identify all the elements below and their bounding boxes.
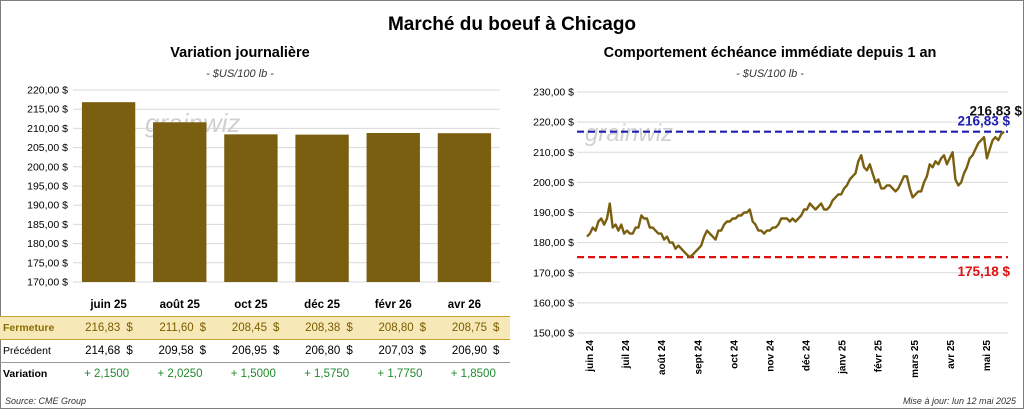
table-cell: 207,03 xyxy=(378,345,414,357)
low-label: 175,18 $ xyxy=(957,264,1010,279)
y-tick-label: 210,00 $ xyxy=(27,123,68,135)
table-cell: + 1,7750 xyxy=(363,362,437,385)
y-tick-label: 220,00 $ xyxy=(27,85,68,97)
page-title: Marché du boeuf à Chicago xyxy=(387,14,637,35)
x-tick-label: déc 25 xyxy=(304,299,340,311)
dollar-sign: $ xyxy=(493,345,500,357)
y-tick-label: 180,00 $ xyxy=(533,237,574,249)
row-label: Fermeture xyxy=(0,316,70,340)
x-tick-label: mars 25 xyxy=(910,340,921,378)
source-note: Source: CME Group xyxy=(5,396,87,406)
update-note: Mise à jour: lun 12 mai 2025 xyxy=(902,396,1016,406)
table-cell: 206,80 xyxy=(305,345,341,357)
table-cell: 208,45 xyxy=(216,316,270,340)
bar xyxy=(366,133,420,282)
daily-bar-chart: 170,00 $ 175,00 $ 180,00 $ 185,00 $ 190,00 $… xyxy=(27,85,500,311)
y-tick-label: 200,00 $ xyxy=(27,161,68,173)
last-price-label: 216,83 $ xyxy=(969,104,1022,119)
y-tick-label: 215,00 $ xyxy=(27,104,68,116)
x-tick-label: déc 24 xyxy=(802,340,813,372)
y-tick-label: 170,00 $ xyxy=(533,267,574,279)
x-tick-label: juin 25 xyxy=(89,299,127,311)
table-cell: 216,83 xyxy=(70,316,124,340)
table-cell: + 2,0250 xyxy=(143,362,217,385)
table-cell: 206,90 xyxy=(451,345,487,357)
table-cell: 209,58 xyxy=(158,345,194,357)
x-tick-label: févr 26 xyxy=(375,299,412,311)
table-cell: + 1,5750 xyxy=(289,362,364,385)
dollar-sign: $ xyxy=(416,316,437,340)
daily-chart-title: Variation journalière xyxy=(170,45,310,61)
bar xyxy=(224,134,278,282)
row-label: Variation xyxy=(0,362,70,385)
x-tick-label: mai 25 xyxy=(982,340,993,372)
table-cell: 214,68 xyxy=(85,345,121,357)
table-cell: + 2,1500 xyxy=(70,362,144,385)
x-tick-label: août 24 xyxy=(657,340,668,375)
y-tick-label: 200,00 $ xyxy=(533,177,574,189)
dollar-sign: $ xyxy=(199,345,207,357)
table-row-precedent: Précédent 214,68 $ 209,58 $ 206,95 $ 206,80… xyxy=(0,340,510,363)
bar xyxy=(295,134,349,282)
y-tick-label: 175,00 $ xyxy=(27,257,68,269)
table-row-fermeture: Fermeture 216,83 $ 211,60 $ 208,45 $ 208,38… xyxy=(0,316,510,340)
y-tick-label: 185,00 $ xyxy=(27,219,68,231)
daily-chart-unit: - $US/100 lb - xyxy=(206,68,274,80)
table-cell: 208,80 xyxy=(363,316,417,340)
y-tick-label: 220,00 $ xyxy=(533,117,574,129)
history-chart-title: Comportement échéance immédiate depuis 1… xyxy=(603,45,937,61)
x-tick-label: août 25 xyxy=(160,299,201,311)
x-tick-label: oct 24 xyxy=(729,340,740,369)
table-cell: 211,60 xyxy=(143,316,197,340)
price-line xyxy=(586,130,1005,259)
y-tick-label: 170,00 $ xyxy=(27,277,68,289)
y-tick-label: 190,00 $ xyxy=(27,200,68,212)
x-tick-label: oct 25 xyxy=(234,299,268,311)
dollar-sign: $ xyxy=(196,316,217,340)
table-cell: 208,75 xyxy=(436,316,490,340)
x-tick-label: sept 24 xyxy=(693,340,704,375)
y-tick-label: 205,00 $ xyxy=(27,142,68,154)
dollar-sign: $ xyxy=(269,316,290,340)
high-label: 216,83 $ xyxy=(957,114,1010,129)
bar xyxy=(153,122,207,282)
x-tick-label: avr 25 xyxy=(946,340,957,369)
bar xyxy=(81,102,136,283)
y-tick-label: 210,00 $ xyxy=(533,147,574,159)
y-tick-label: 195,00 $ xyxy=(27,181,68,193)
x-tick-label: févr 25 xyxy=(874,340,885,373)
x-tick-label: juil 24 xyxy=(621,340,632,370)
table-cell: + 1,5000 xyxy=(216,362,290,385)
dollar-sign: $ xyxy=(419,345,427,357)
dollar-sign: $ xyxy=(123,316,144,340)
settlement-table: Fermeture 216,83 $ 211,60 $ 208,45 $ 208,38… xyxy=(0,316,510,385)
table-cell: 206,95 xyxy=(231,345,267,357)
table-cell: 208,38 xyxy=(289,316,344,340)
dollar-sign: $ xyxy=(490,316,510,340)
table-cell: + 1,8500 xyxy=(436,362,510,385)
x-tick-label: avr 26 xyxy=(448,299,481,311)
dollar-sign: $ xyxy=(346,345,353,357)
table-row-variation: Variation + 2,1500 + 2,0250 + 1,5000 + 1… xyxy=(0,362,510,385)
watermark: grainwiz xyxy=(585,120,673,147)
bar xyxy=(437,133,492,282)
x-tick-label: juin 24 xyxy=(585,340,596,373)
y-tick-label: 160,00 $ xyxy=(533,297,574,309)
history-line-chart: 150,00 $ 160,00 $ 170,00 $ 180,00 $ 190,00 $… xyxy=(533,87,1022,378)
y-tick-label: 180,00 $ xyxy=(27,238,68,250)
dollar-sign: $ xyxy=(126,345,133,357)
row-label: Précédent xyxy=(3,345,51,357)
x-tick-label: nov 24 xyxy=(765,340,776,372)
dollar-sign: $ xyxy=(343,316,364,340)
y-tick-label: 150,00 $ xyxy=(533,328,574,340)
history-chart-unit: - $US/100 lb - xyxy=(736,68,804,80)
y-tick-label: 190,00 $ xyxy=(533,207,574,219)
x-tick-label: janv 25 xyxy=(838,340,849,375)
dollar-sign: $ xyxy=(272,345,280,357)
y-tick-label: 230,00 $ xyxy=(533,87,574,99)
